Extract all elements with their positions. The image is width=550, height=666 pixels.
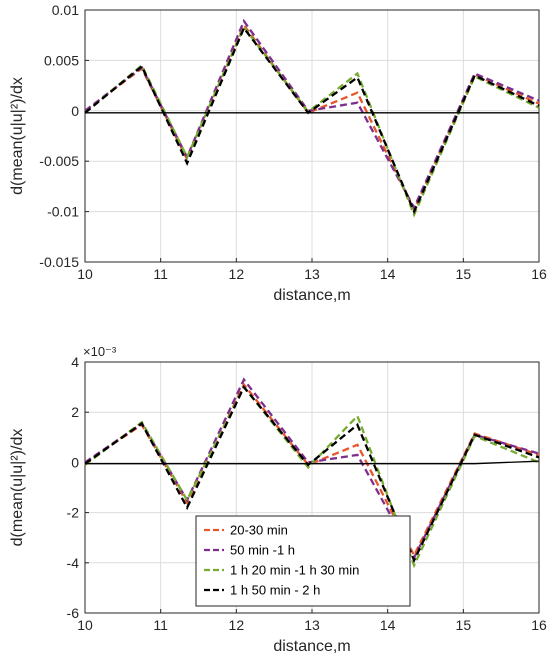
y-tick-label: -2 — [67, 505, 80, 521]
y-tick-label: 0.01 — [52, 2, 79, 18]
x-tick-label: 14 — [380, 266, 396, 282]
x-tick-label: 11 — [153, 617, 168, 633]
y-tick-label: 0.005 — [44, 52, 79, 68]
y-tick-label: -6 — [67, 605, 80, 621]
x-tick-label: 14 — [380, 617, 396, 633]
x-tick-label: 16 — [531, 266, 547, 282]
x-axis-title: distance,m — [273, 638, 350, 655]
reference-line — [85, 460, 540, 465]
x-axis-title: distance,m — [273, 287, 350, 304]
y-tick-label: -0.01 — [47, 204, 79, 220]
legend-label: 50 min -1 h — [230, 543, 295, 558]
x-tick-label: 16 — [531, 617, 547, 633]
y-axis-exponent-label: ×10⁻³ — [83, 344, 117, 359]
legend-label: 1 h 50 min - 2 h — [230, 583, 320, 598]
y-tick-label: -4 — [67, 555, 80, 571]
x-tick-label: 10 — [77, 617, 93, 633]
y-axis-title: d(mean(u|u|²)/dx — [9, 429, 26, 547]
x-tick-label: 12 — [229, 617, 245, 633]
legend-label: 20-30 min — [230, 523, 288, 538]
y-tick-label: 2 — [71, 404, 79, 420]
y-tick-label: 4 — [71, 354, 79, 370]
legend-label: 1 h 20 min -1 h 30 min — [230, 563, 359, 578]
y-axis-title: d(mean(u|u|²)/dx — [9, 77, 26, 195]
series-line-4 — [84, 384, 540, 564]
x-tick-label: 12 — [229, 266, 245, 282]
bottom-plot-panel: 10 11 12 13 14 15 16 -6 -4 -2 0 2 4 distance,m d(mean(… — [9, 344, 547, 655]
x-tick-label: 13 — [304, 617, 320, 633]
x-tick-label: 10 — [77, 266, 93, 282]
y-tick-label: 0 — [71, 454, 79, 470]
x-tick-label: 15 — [456, 617, 472, 633]
y-tick-label: -0.005 — [39, 153, 79, 169]
legend-box — [195, 515, 411, 607]
x-tick-label: 11 — [153, 266, 168, 282]
y-tick-label: 0 — [71, 103, 79, 119]
y-tick-label: -0.015 — [39, 254, 79, 270]
series-line-3 — [84, 384, 540, 569]
top-plot-panel: 10 11 12 13 14 15 16 -0.015 -0.01 -0.005 0 0.005 0.0… — [9, 2, 547, 304]
x-tick-label: 13 — [304, 266, 320, 282]
x-tick-label: 15 — [456, 266, 472, 282]
series-line-2 — [84, 377, 540, 561]
